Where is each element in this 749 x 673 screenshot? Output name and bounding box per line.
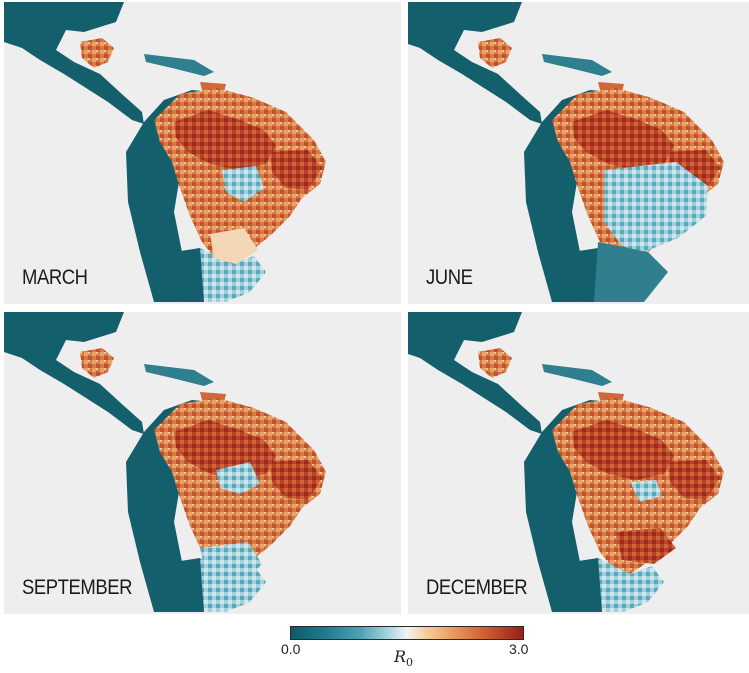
map-panel-september: SEPTEMBER <box>4 312 401 614</box>
map-panel-december: DECEMBER <box>408 312 749 614</box>
map-september <box>4 312 326 612</box>
map-panel-march: MARCH <box>4 2 401 304</box>
colorbar-title-subscript: 0 <box>406 656 414 670</box>
month-label: JUNE <box>426 266 473 289</box>
map-march <box>4 2 326 302</box>
colorbar-max-label: 3.0 <box>509 641 529 657</box>
month-label: MARCH <box>22 266 88 289</box>
month-label: DECEMBER <box>426 576 528 599</box>
map-december <box>408 312 724 612</box>
map-panel-june: JUNE <box>408 2 749 304</box>
colorbar-title: R0 <box>394 647 413 669</box>
month-label: SEPTEMBER <box>22 576 133 599</box>
colorbar-title-main: R <box>394 647 407 666</box>
colorbar-min-label: 0.0 <box>281 641 301 657</box>
colorbar <box>290 626 524 640</box>
map-june <box>408 2 724 302</box>
